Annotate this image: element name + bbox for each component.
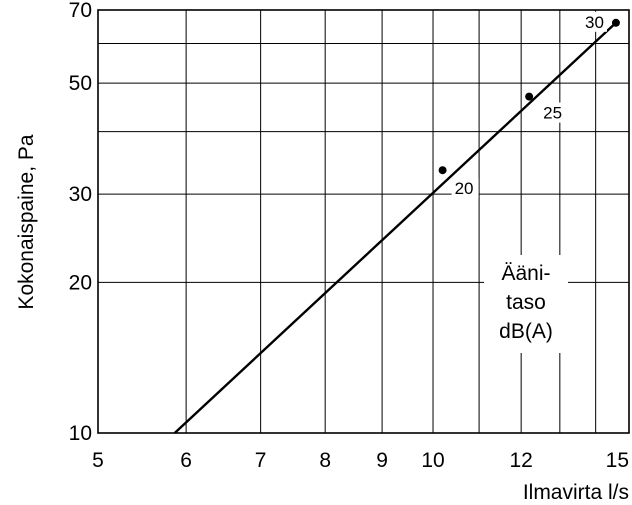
x-tick-label: 12 — [509, 449, 532, 472]
point-label-background — [540, 102, 568, 123]
point-label: 20 — [455, 179, 474, 198]
y-tick-label: 20 — [69, 271, 92, 294]
x-tick-label: 8 — [319, 449, 331, 472]
y-tick-label: 10 — [69, 422, 92, 445]
point-label-background — [579, 11, 607, 32]
x-tick-label: 6 — [180, 449, 192, 472]
grid — [98, 10, 629, 433]
data-point — [438, 166, 447, 175]
data-point — [611, 18, 620, 27]
point-label-background — [451, 178, 479, 199]
sound-level-legend: Ääni- taso dB(A) — [484, 255, 568, 353]
x-axis-label: Ilmavirta l/s — [523, 481, 629, 504]
legend-line-3: dB(A) — [499, 320, 553, 343]
x-tick-label: 15 — [606, 449, 629, 472]
legend-line-2: taso — [506, 291, 546, 314]
y-tick-label: 70 — [69, 0, 92, 22]
y-tick-labels: 10 20 30 50 70 — [69, 0, 92, 445]
x-tick-labels: 5 6 7 8 9 10 12 15 — [92, 449, 629, 472]
series-group: 20 25 30 — [173, 11, 620, 434]
y-tick-label: 30 — [69, 183, 92, 206]
x-tick-label: 5 — [92, 449, 104, 472]
series-line — [173, 21, 617, 434]
y-axis-label: Kokonaispaine, Pa — [15, 134, 38, 309]
point-label: 25 — [543, 104, 562, 123]
data-point — [525, 92, 534, 101]
x-tick-label: 10 — [421, 449, 444, 472]
x-tick-label: 9 — [376, 449, 388, 472]
y-tick-label: 50 — [69, 72, 92, 95]
point-label: 30 — [585, 13, 604, 32]
plot-frame — [97, 9, 630, 434]
x-tick-label: 7 — [255, 449, 267, 472]
legend-line-1: Ääni- — [501, 262, 550, 285]
